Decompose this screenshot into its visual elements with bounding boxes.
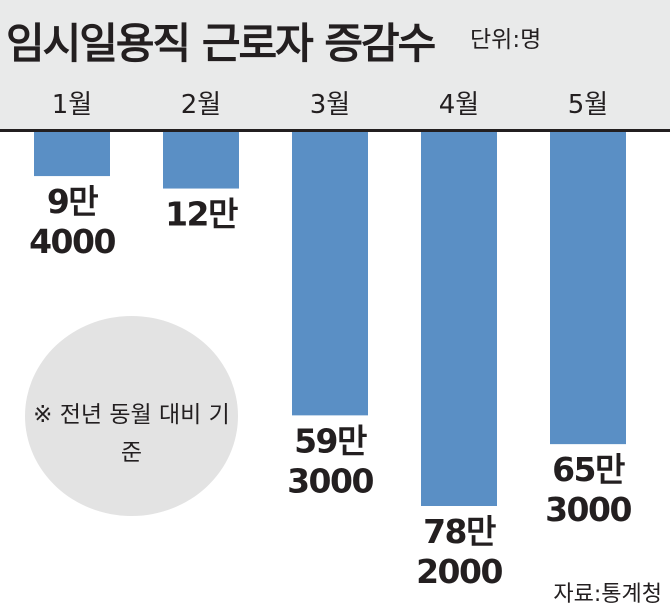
value-label-5-line-2: 3000 <box>545 490 631 529</box>
source-label: 자료:통계청 <box>553 582 662 607</box>
chart-title: 임시일용직 근로자 증감수 <box>6 19 436 68</box>
bar-3 <box>292 131 368 416</box>
bar-2 <box>163 131 239 189</box>
bar-5 <box>550 131 626 445</box>
unit-label: 단위:명 <box>470 27 542 53</box>
value-label-3-line-1: 59만 <box>294 421 367 460</box>
value-label-1-line-2: 4000 <box>29 222 115 261</box>
value-label-5-line-1: 65만 <box>552 450 625 489</box>
category-label-4: 4월 <box>439 90 479 120</box>
header-band <box>0 0 670 131</box>
value-label-4-line-1: 78만 <box>423 512 496 551</box>
value-label-4-line-2: 2000 <box>416 552 502 591</box>
category-label-1: 1월 <box>52 90 92 120</box>
category-label-2: 2월 <box>181 90 221 120</box>
note-text: ※ 전년 동월 대비 기준 <box>33 402 230 466</box>
value-label-2-line-1: 12만 <box>165 195 238 234</box>
bar-1 <box>34 131 110 177</box>
bar-4 <box>421 131 497 506</box>
baseline-axis <box>0 129 670 132</box>
value-label-3-line-2: 3000 <box>287 461 373 500</box>
category-label-3: 3월 <box>310 90 350 120</box>
value-label-1-line-1: 9만 <box>47 182 98 221</box>
category-label-5: 5월 <box>568 90 608 120</box>
note-circle: ※ 전년 동월 대비 기준 <box>25 316 238 516</box>
